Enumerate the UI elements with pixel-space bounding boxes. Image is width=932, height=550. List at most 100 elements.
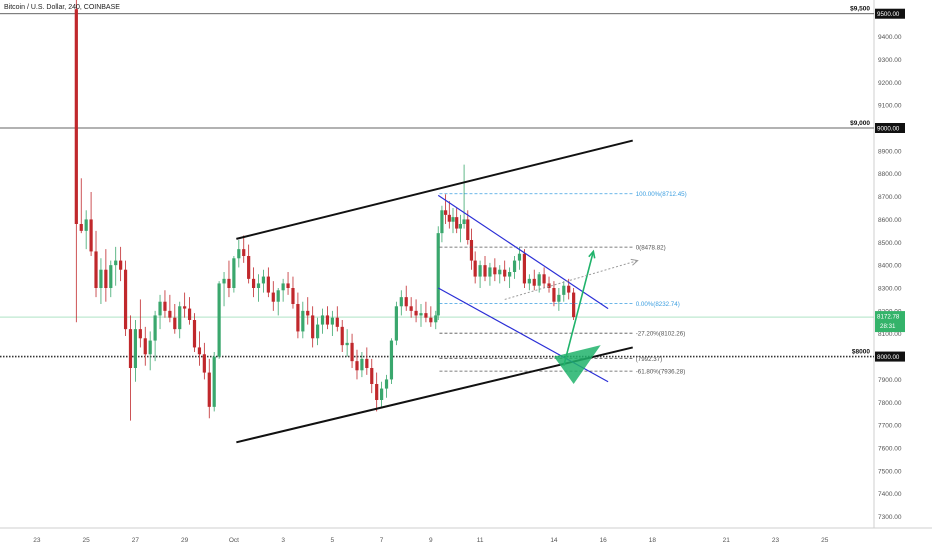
price-level-badge [875,8,905,19]
candle-body [414,310,418,316]
candle-body [552,288,556,302]
green-up-arrow-head [588,249,596,259]
price-level-badge-text: 9500.00 [877,11,900,18]
candle-body [469,240,474,261]
x-tick-label: 25 [83,537,91,544]
candle-body [436,233,440,316]
candle-body [375,384,379,400]
candle-body [409,306,413,311]
price-level-badge-text: 8000.00 [877,354,900,361]
x-tick-label: 5 [331,537,335,544]
candle-body [306,310,310,316]
candle-body [301,310,305,332]
candle-body [128,329,133,368]
candle-body [478,265,482,277]
candle-body [217,283,221,357]
fib-level-label: -61.80%(7936.28) [636,369,686,376]
candle-body [242,249,246,256]
y-tick-label: 8500.00 [878,240,902,247]
candle-body [163,301,167,311]
candle-body [404,297,408,307]
candle-body [527,278,531,284]
y-tick-label: 7300.00 [878,514,902,521]
candle-body [325,315,330,325]
y-tick-label: 8400.00 [878,263,902,270]
candle-body [296,304,300,332]
candle-body [389,340,394,380]
y-tick-label: 8300.00 [878,286,902,293]
candle-body [178,306,182,330]
candle-body [462,219,466,224]
candle-body [340,326,344,346]
candle-body [168,310,172,318]
fib-level-label: (7992.37) [636,356,663,363]
candle-body [291,288,295,304]
candle-body [557,294,561,302]
candle-body [434,315,438,323]
candle-body [109,265,113,288]
fib-level-label: 0(8478.82) [636,245,666,252]
candle-body [365,358,369,368]
candle-body [315,324,320,339]
y-tick-label: 8900.00 [878,148,902,155]
target-triangle [553,345,601,384]
candle-body [517,253,522,261]
candle-body [99,269,103,288]
last-price-text: 8172.78 [877,314,900,321]
candle-body [202,354,206,373]
candle-body [148,340,152,355]
x-tick-label: 25 [821,537,829,544]
fib-level-label: 100.00%(8712.45) [636,191,687,198]
candle-body [94,251,98,288]
candle-body [197,347,202,355]
candle-body [444,210,448,215]
x-tick-label: 23 [772,537,780,544]
candle-body [119,260,123,270]
candle-body [380,388,384,400]
candle-body [138,329,142,339]
candle-body [562,285,566,295]
y-tick-label: 7500.00 [878,468,902,475]
x-tick-label: 14 [550,537,558,544]
candle-body [158,301,162,316]
y-tick-label: 9100.00 [878,103,902,110]
candle-body [473,260,477,277]
candle-body [429,317,433,323]
candle-body [537,274,541,286]
x-tick-label: 9 [429,537,433,544]
countdown-text: 28:31 [880,323,896,330]
fib-level-label: -27.20%(8102.26) [636,331,686,338]
candle-body [212,356,216,407]
candle-body [123,269,128,330]
x-tick-label: 3 [281,537,285,544]
fib-level-label: 0.00%(8232.74) [636,301,680,308]
x-tick-label: 7 [380,537,384,544]
candle-body [455,217,459,229]
y-tick-label: 9300.00 [878,57,902,64]
candle-body [572,292,576,318]
price-level-badge [875,123,905,133]
candle-body [394,306,398,341]
y-tick-label: 8600.00 [878,217,902,224]
candle-body [247,256,251,279]
candle-body [335,317,339,327]
candle-body [360,358,364,371]
candle-body [74,9,78,225]
candle-body [271,292,275,302]
candle-body [488,267,492,277]
y-tick-label: 8100.00 [878,331,902,338]
candle-body [281,283,285,291]
x-tick-label: 16 [600,537,608,544]
price-level-label: $9,500 [850,6,870,13]
candle-body [286,283,290,288]
candle-body [79,224,83,231]
candle-body [483,265,487,277]
price-level-label: $8000 [852,349,870,356]
y-tick-label: 7700.00 [878,423,902,430]
candle-body [350,342,354,362]
candle-body [384,379,389,389]
price-level-label: $9,000 [850,120,870,127]
candle-body [222,278,226,284]
x-tick-label: 18 [649,537,657,544]
